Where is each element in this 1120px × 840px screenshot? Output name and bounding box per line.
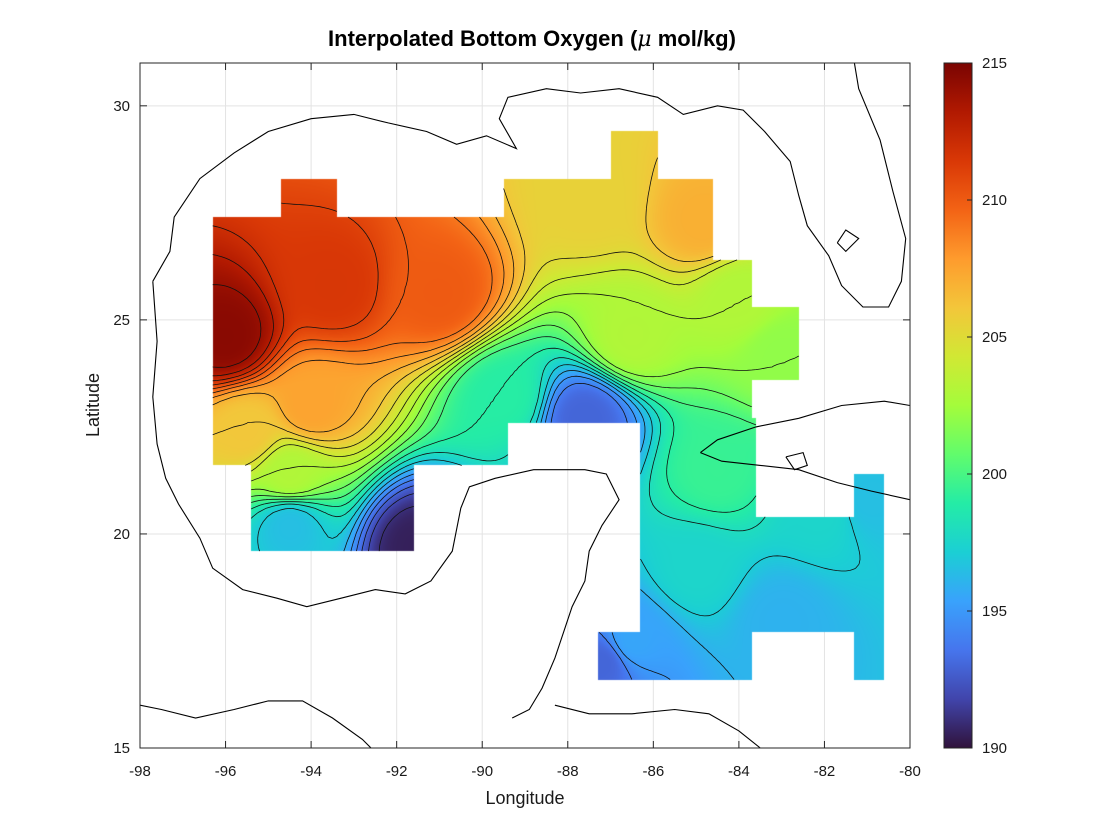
plot-frame [139,62,911,749]
contour-line [212,216,505,399]
contour-line [251,311,799,494]
contour-line [378,506,414,552]
x-tick-label: -92 [386,763,408,780]
contour-line [212,216,493,394]
y-axis-label: Latitude [83,373,103,437]
contour-line [368,493,414,552]
contour-line [212,216,515,433]
x-tick-label: -96 [215,763,237,780]
y-tick-label: 15 [113,740,130,757]
x-tick-label: -94 [300,763,322,780]
y-tick-label: 25 [113,312,130,329]
contour-line [251,336,757,503]
contour-line [212,225,285,382]
coastline-segment [152,63,907,308]
coastline-segment [140,700,372,748]
contour-line [343,370,735,680]
coastline [140,63,910,748]
y-tick-label: 20 [113,526,130,543]
contour-line [212,157,714,442]
contour-line [212,254,274,377]
y-tick-label: 30 [113,98,130,115]
colorbar-tick-label: 205 [982,329,1007,346]
contour-line [250,357,766,532]
colorbar [943,62,973,749]
x-tick-label: -84 [728,763,750,780]
coastline-segment [700,452,910,501]
contour-line [250,259,738,472]
colorbar-ticks: 190 195 200 205 210 215 [967,55,1007,757]
contour-line [251,324,752,498]
x-tick-label: -98 [129,763,151,780]
oxygen-heatmap [140,63,910,748]
colorbar-tick-label: 215 [982,55,1007,72]
contour-line [257,364,861,617]
coastline-segment [836,229,860,253]
contour-line [361,485,414,552]
coastline-segment [785,451,808,471]
contour-lines [212,157,861,680]
colorbar-tick-label: 195 [982,603,1007,620]
contour-line [350,375,671,680]
x-tick-label: -80 [899,763,921,780]
colorbar-tick-label: 200 [982,466,1007,483]
y-axis-ticks: 15 20 25 30 [113,98,910,757]
coastline-segment [700,400,910,454]
contour-line [356,383,633,680]
x-tick-label: -82 [814,763,836,780]
coastline-segment [554,704,761,748]
colorbar-tick-label: 210 [982,192,1007,209]
coastline-segment [152,281,620,719]
x-axis-label: Longitude [485,788,564,808]
contour-line [212,216,409,390]
contour-line [212,284,262,368]
contour-line [251,293,752,482]
contour-line [245,251,721,466]
x-tick-label: -88 [557,763,579,780]
chart-title: Interpolated Bottom Oxygen (μ mol/kg) [328,26,736,52]
x-tick-label: -90 [471,763,493,780]
contour-line [212,202,379,386]
x-tick-label: -86 [642,763,664,780]
colorbar-tick-label: 190 [982,740,1007,757]
x-axis-ticks: -98 -96 -94 -92 -90 -88 -86 -84 -82 -80 [129,63,921,780]
contour-line [251,347,757,513]
